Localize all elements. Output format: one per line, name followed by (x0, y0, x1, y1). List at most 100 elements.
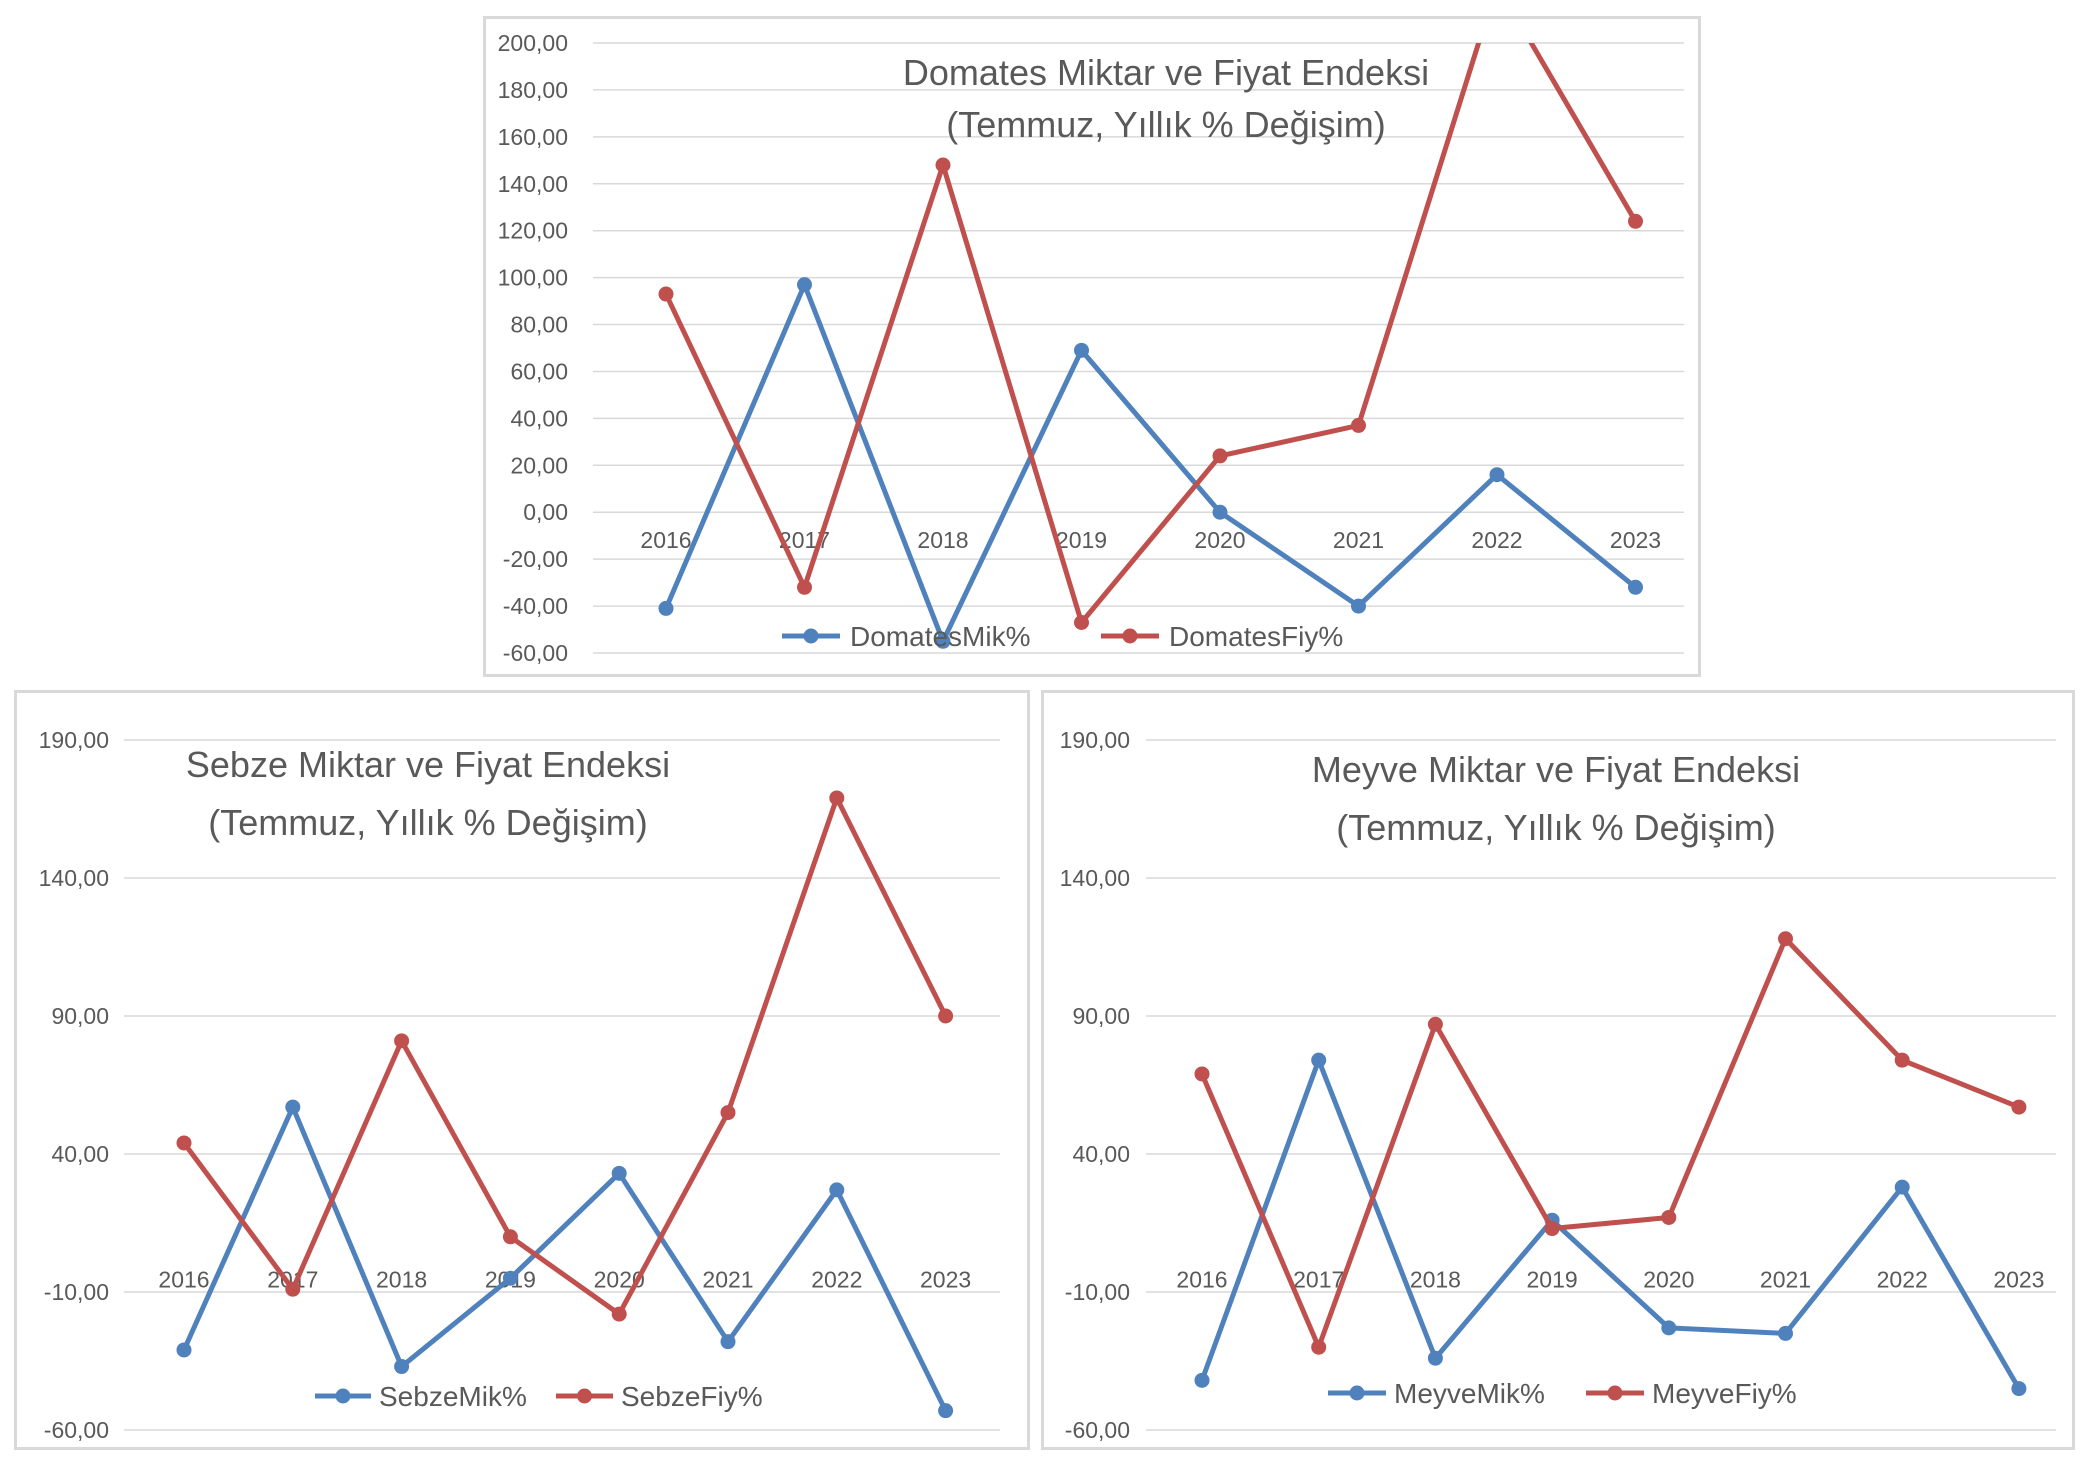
meyve-x-tick-label: 2022 (1877, 1266, 1928, 1292)
meyve-y-tick-label: 40,00 (1072, 1141, 1130, 1167)
domates-y-tick-label: -40,00 (503, 593, 568, 619)
domatesmik-point (1212, 504, 1228, 520)
sebze-x-tick-label: 2016 (158, 1266, 209, 1292)
sebze-y-tick-label: 190,00 (39, 727, 109, 753)
sebzemik-point (829, 1182, 845, 1198)
sebzemik-point (611, 1165, 627, 1181)
sebzefiy-point (285, 1281, 301, 1297)
meyvefiy-point (1778, 931, 1793, 947)
domates-x-tick-label: 2020 (1194, 527, 1245, 553)
sebzemik-point (938, 1403, 954, 1419)
sebzemik-point (176, 1342, 192, 1358)
sebze-y-tick-label: -10,00 (44, 1279, 109, 1305)
meyvemik-point (1661, 1320, 1677, 1336)
domates-y-tick-label: 60,00 (510, 358, 568, 384)
domates-plot-area (658, 43, 1643, 649)
sebzemik-point (502, 1270, 518, 1286)
meyvefiy-point (1661, 1209, 1677, 1225)
domates-chart-panel: -60,00 -40,00 -20,00 0,00 20,00 40,00 60,00 80,… (483, 16, 1701, 677)
domates-y-tick-label: 100,00 (498, 265, 568, 291)
domatesmik-legend-label: DomatesMik% (850, 621, 1030, 652)
meyvemik-point (1894, 1179, 1910, 1195)
domates-y-tick-label: -60,00 (503, 640, 568, 666)
meyve-chart-title-line: Meyve Miktar ve Fiyat Endeksi (1312, 749, 1800, 790)
meyve-y-tick-label: -60,00 (1065, 1417, 1130, 1443)
domates-y-tick-label: 180,00 (498, 77, 568, 103)
sebze-x-tick-label: 2018 (376, 1266, 427, 1292)
meyvemik-legend-label: MeyveMik% (1394, 1378, 1545, 1409)
sebze-chart-panel: -60,00 -10,00 40,00 90,00 140,00 190,00 2016 20… (14, 690, 1030, 1450)
domates-x-tick-label: 2019 (1056, 527, 1107, 553)
sebze-y-tick-label: 90,00 (51, 1003, 109, 1029)
domatesmik-point (935, 633, 951, 649)
sebzefiy-point (829, 790, 845, 806)
domates-x-tick-label: 2022 (1471, 527, 1522, 553)
sebze-y-tick-label: 140,00 (39, 865, 109, 891)
meyve-x-tick-label: 2019 (1527, 1266, 1578, 1292)
sebze-x-tick-label: 2022 (811, 1266, 862, 1292)
meyvemik-series-line (1199, 1057, 2022, 1390)
meyve-y-tick-label: 190,00 (1060, 727, 1130, 753)
meyvemik-point (1194, 1372, 1210, 1388)
domates-y-tick-label: 80,00 (510, 312, 568, 338)
meyvefiy-point (2011, 1099, 2027, 1115)
meyvefiy-point (1544, 1221, 1560, 1237)
domatesmik-point (1628, 579, 1643, 595)
domates-chart-title-line: Domates Miktar ve Fiyat Endeksi (903, 52, 1429, 93)
sebzefiy-legend-label: SebzeFiy% (621, 1381, 763, 1412)
sebzefiy-point (502, 1229, 518, 1245)
domatesmik-series-line (663, 282, 1638, 644)
sebzefiy-point (720, 1105, 736, 1121)
sebze-y-tick-label: -60,00 (44, 1417, 109, 1443)
domates-x-tick-label: 2021 (1333, 527, 1384, 553)
sebzefiy-legend-marker (577, 1388, 592, 1404)
domatesmik-point (1489, 467, 1505, 483)
domatesmik-legend-marker (803, 628, 819, 644)
domates-x-tick-label: 2023 (1610, 527, 1661, 553)
domates-chart: -60,00 -40,00 -20,00 0,00 20,00 40,00 60,00 80,… (498, 30, 1684, 666)
domates-y-tick-label: 20,00 (510, 452, 568, 478)
domatesfiy-point (935, 157, 951, 173)
domatesmik-point (797, 277, 812, 293)
sebzefiy-series-line (181, 795, 948, 1317)
meyvefiy-point (1194, 1066, 1210, 1082)
sebze-y-tick-label: 40,00 (51, 1141, 109, 1167)
meyvefiy-point (1894, 1052, 1910, 1068)
meyve-plot-area (1194, 931, 2027, 1397)
sebzemik-legend-label: SebzeMik% (379, 1381, 527, 1412)
meyvefiy-point (1427, 1016, 1443, 1032)
domatesfiy-series-line (663, 43, 1638, 625)
domatesfiy-legend-label: DomatesFiy% (1169, 621, 1343, 652)
domatesmik-point (658, 600, 674, 616)
domates-y-tick-label: 160,00 (498, 124, 568, 150)
domates-y-tick-label: 120,00 (498, 218, 568, 244)
domates-y-tick-label: 40,00 (510, 405, 568, 431)
domatesfiy-point (797, 579, 812, 595)
domates-y-tick-label: 0,00 (523, 499, 568, 525)
sebzefiy-point (394, 1033, 410, 1049)
meyvemik-point (1778, 1325, 1793, 1341)
domatesfiy-legend-marker (1122, 628, 1138, 644)
domates-y-tick-label: 200,00 (498, 30, 568, 56)
meyvefiy-legend-label: MeyveFiy% (1652, 1378, 1797, 1409)
meyve-x-tick-label: 2016 (1176, 1266, 1227, 1292)
sebzemik-point (394, 1359, 410, 1375)
meyvefiy-legend-marker (1607, 1385, 1623, 1401)
sebzefiy-point (938, 1008, 954, 1024)
meyve-chart: -60,00 -10,00 40,00 90,00 140,00 190,00 2016 20… (1060, 727, 2056, 1443)
meyve-y-tick-label: 140,00 (1060, 865, 1130, 891)
meyve-x-tick-label: 2021 (1760, 1266, 1811, 1292)
domatesfiy-point (1351, 417, 1366, 433)
domatesmik-point (1074, 342, 1089, 358)
sebze-chart-title-line: Sebze Miktar ve Fiyat Endeksi (186, 744, 670, 785)
meyvemik-point (1311, 1052, 1327, 1068)
meyvemik-point (1427, 1350, 1443, 1366)
meyve-y-tick-label: 90,00 (1072, 1003, 1130, 1029)
meyve-x-tick-label: 2020 (1643, 1266, 1694, 1292)
meyve-chart-title-line: (Temmuz, Yıllık % Değişim) (1336, 807, 1775, 848)
meyvefiy-point (1311, 1339, 1327, 1355)
meyve-y-tick-label: -10,00 (1065, 1279, 1130, 1305)
sebzemik-series-line (181, 1104, 948, 1412)
sebzemik-point (285, 1099, 301, 1115)
domatesfiy-point (1628, 213, 1643, 229)
